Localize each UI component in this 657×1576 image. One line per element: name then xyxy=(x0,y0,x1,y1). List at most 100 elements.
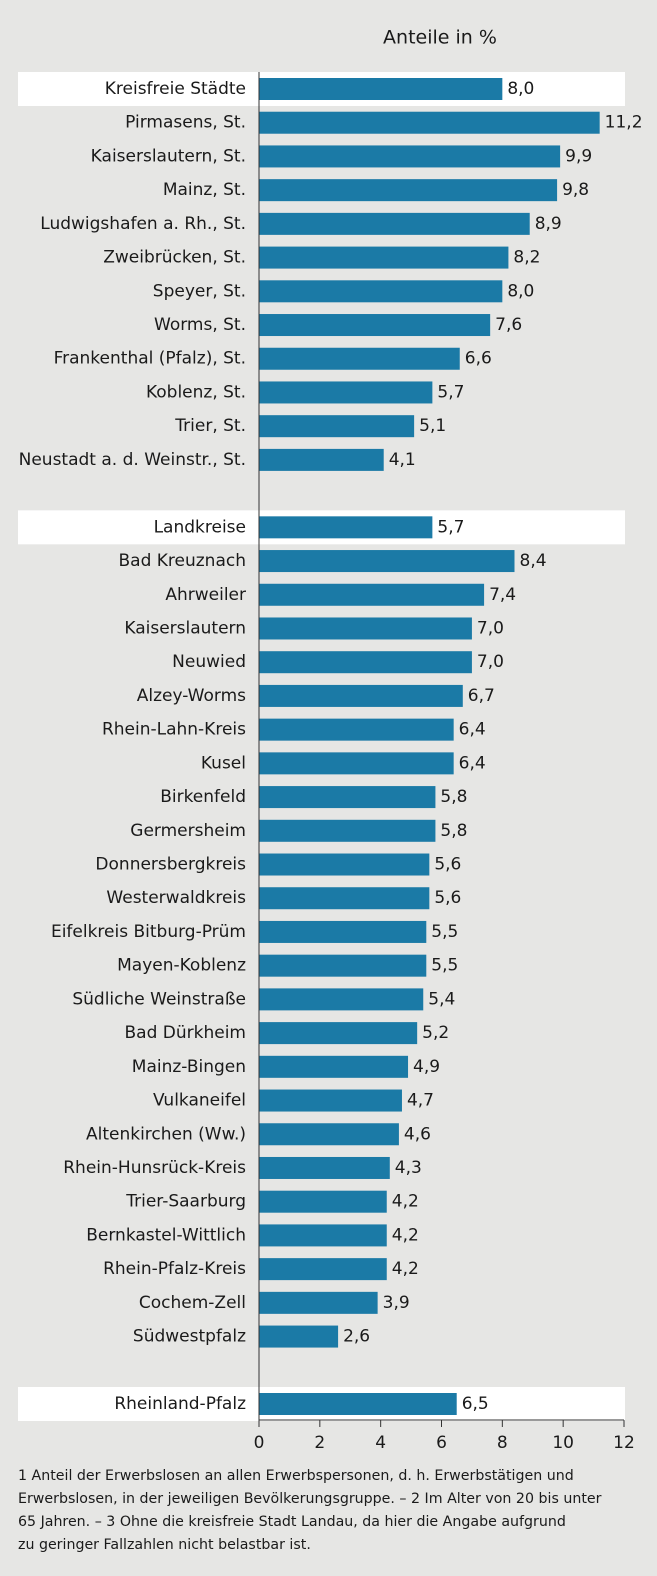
value-label: 4,2 xyxy=(392,1192,419,1212)
value-label: 5,8 xyxy=(440,787,467,807)
y-tick-label: Eifelkreis Bitburg-Prüm xyxy=(51,922,246,942)
y-tick-label: Kreisfreie Städte xyxy=(105,79,246,99)
bar xyxy=(259,887,430,910)
y-tick-label: Cochem-Zell xyxy=(139,1293,246,1313)
y-tick-label: Trier, St. xyxy=(174,416,246,436)
y-tick-label: Ludwigshafen a. Rh., St. xyxy=(40,214,246,234)
bar xyxy=(259,347,460,370)
bar xyxy=(259,212,530,235)
y-tick-label: Trier-Saarburg xyxy=(125,1192,246,1212)
bar xyxy=(259,550,515,573)
value-label: 5,2 xyxy=(422,1023,449,1043)
bar xyxy=(259,920,427,943)
y-tick-label: Bernkastel-Wittlich xyxy=(86,1225,246,1245)
bar xyxy=(259,617,472,640)
value-label: 6,4 xyxy=(459,753,486,773)
y-tick-label: Neustadt a. d. Weinstr., St. xyxy=(19,450,246,470)
y-tick-label: Bad Kreuznach xyxy=(118,551,246,571)
bar xyxy=(259,1022,418,1045)
bar xyxy=(259,684,463,707)
bar xyxy=(259,718,454,741)
value-label: 4,1 xyxy=(389,450,416,470)
value-label: 2,6 xyxy=(343,1327,370,1347)
bar xyxy=(259,1055,409,1078)
x-tick-label: 10 xyxy=(552,1433,574,1453)
x-tick-label: 2 xyxy=(314,1433,325,1453)
bar xyxy=(259,111,600,134)
bar xyxy=(259,179,558,202)
y-tick-label: Neuwied xyxy=(172,652,246,672)
footnote: Erwerbslosen, in der jeweiligen Bevölker… xyxy=(18,1491,602,1507)
y-tick-label: Frankenthal (Pfalz), St. xyxy=(54,349,246,369)
y-tick-label: Vulkaneifel xyxy=(153,1091,246,1111)
value-label: 5,4 xyxy=(428,989,455,1009)
value-label: 4,2 xyxy=(392,1225,419,1245)
value-label: 5,5 xyxy=(431,956,458,976)
value-label: 6,7 xyxy=(468,686,495,706)
y-tick-label: Rhein-Pfalz-Kreis xyxy=(103,1259,246,1279)
y-tick-label: Pirmasens, St. xyxy=(125,113,246,133)
value-label: 7,0 xyxy=(477,618,504,638)
y-tick-label: Worms, St. xyxy=(154,315,246,335)
bar xyxy=(259,1258,387,1281)
value-label: 7,6 xyxy=(495,315,522,335)
y-tick-label: Alzey-Worms xyxy=(137,686,246,706)
y-tick-label: Rhein-Lahn-Kreis xyxy=(102,720,246,740)
bar xyxy=(259,651,472,674)
value-label: 6,4 xyxy=(459,720,486,740)
bar xyxy=(259,1325,339,1348)
bar xyxy=(259,853,430,876)
value-label: 7,0 xyxy=(477,652,504,672)
value-label: 5,1 xyxy=(419,416,446,436)
value-label: 8,0 xyxy=(507,79,534,99)
value-label: 4,3 xyxy=(395,1158,422,1178)
bar xyxy=(259,415,415,438)
value-label: 5,8 xyxy=(440,821,467,841)
bar xyxy=(259,381,433,404)
value-label: 6,5 xyxy=(462,1394,489,1414)
footnote: 1 Anteil der Erwerbslosen an allen Erwer… xyxy=(18,1468,574,1484)
value-label: 9,8 xyxy=(562,180,589,200)
bar xyxy=(259,280,503,303)
y-tick-label: Koblenz, St. xyxy=(146,382,246,402)
y-tick-label: Altenkirchen (Ww.) xyxy=(86,1124,246,1144)
y-tick-label: Zweibrücken, St. xyxy=(103,248,246,268)
value-label: 9,9 xyxy=(565,146,592,166)
value-label: 11,2 xyxy=(605,113,643,133)
bar xyxy=(259,1190,387,1213)
value-label: 5,6 xyxy=(434,855,461,875)
value-label: 7,4 xyxy=(489,585,516,605)
value-label: 8,0 xyxy=(507,281,534,301)
footnote: 65 Jahren. – 3 Ohne die kreisfreie Stadt… xyxy=(18,1514,566,1530)
bar xyxy=(259,954,427,977)
x-tick-label: 12 xyxy=(613,1433,635,1453)
bar xyxy=(259,1123,399,1146)
value-label: 4,7 xyxy=(407,1091,434,1111)
x-tick-label: 8 xyxy=(497,1433,508,1453)
bar xyxy=(259,1089,402,1112)
y-tick-label: Mainz-Bingen xyxy=(132,1057,246,1077)
y-tick-label: Kusel xyxy=(201,753,246,773)
bar xyxy=(259,516,433,539)
y-tick-label: Bad Dürkheim xyxy=(125,1023,247,1043)
bar xyxy=(259,1291,378,1314)
y-tick-label: Mayen-Koblenz xyxy=(117,956,246,976)
value-label: 4,6 xyxy=(404,1124,431,1144)
bar xyxy=(259,1224,387,1247)
y-tick-label: Birkenfeld xyxy=(160,787,246,807)
bar xyxy=(259,145,561,168)
bar xyxy=(259,1393,457,1415)
chart-title: Anteile in % xyxy=(383,27,497,49)
bar xyxy=(259,448,384,471)
bar xyxy=(259,786,436,809)
value-label: 8,2 xyxy=(513,248,540,268)
footnote: zu geringer Fallzahlen nicht belastbar i… xyxy=(18,1537,311,1553)
y-tick-label: Mainz, St. xyxy=(163,180,246,200)
x-tick-label: 0 xyxy=(254,1433,265,1453)
x-tick-label: 6 xyxy=(436,1433,447,1453)
bar xyxy=(259,752,454,775)
value-label: 4,9 xyxy=(413,1057,440,1077)
value-label: 3,9 xyxy=(383,1293,410,1313)
